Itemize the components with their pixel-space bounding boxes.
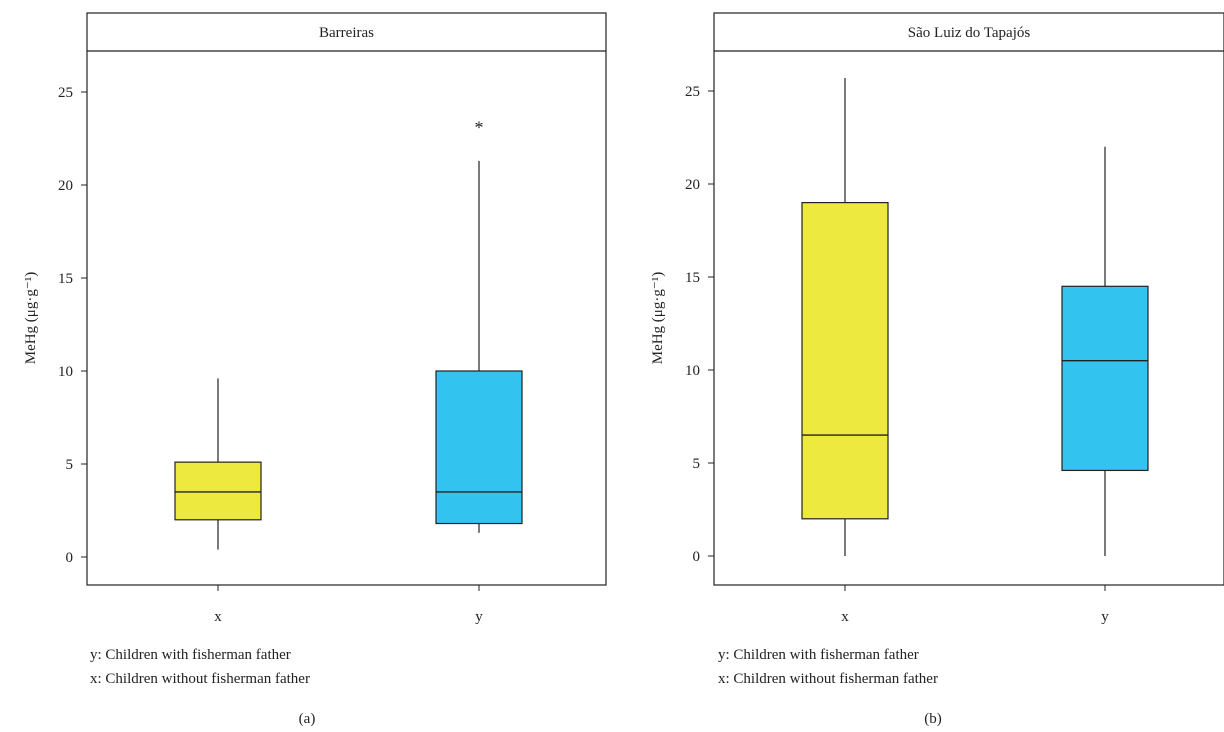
- y-tick-label: 0: [693, 549, 701, 565]
- x-tick-label: y: [475, 609, 483, 625]
- box-y: *: [435, 118, 523, 533]
- legend-line: x: Children without fisherman father: [718, 671, 938, 687]
- iqr-box: [174, 461, 262, 521]
- y-tick-label: 10: [685, 363, 700, 379]
- legend-line: y: Children with fisherman father: [718, 647, 919, 663]
- plot-frame: [713, 12, 1224, 586]
- iqr-box: [435, 370, 523, 525]
- y-axis-label: MeHg (μg·g⁻¹): [650, 272, 666, 365]
- chart-title: Barreiras: [319, 25, 374, 41]
- y-tick-label: 0: [66, 550, 74, 566]
- legend-line: y: Children with fisherman father: [90, 647, 291, 663]
- panel-label: (b): [924, 711, 942, 727]
- y-axis-label-text: MeHg: [23, 322, 39, 364]
- legend-line: x: Children without fisherman father: [90, 671, 310, 687]
- panel-label: (a): [299, 711, 316, 727]
- chart-title: São Luiz do Tapajós: [908, 25, 1031, 41]
- y-tick-label: 15: [685, 270, 700, 286]
- y-tick-label: 20: [58, 178, 73, 194]
- y-tick-label: 20: [685, 177, 700, 193]
- outlier-marker: *: [475, 118, 484, 138]
- y-tick-label: 25: [685, 84, 700, 100]
- y-axis-label-unit: (μg·g⁻¹): [650, 272, 666, 322]
- x-tick-label: x: [841, 609, 849, 625]
- chart-panel-a: Barreiras 0 5 10 15 20 25 MeHg (μg·g⁻¹) x * y y: Ch…: [23, 12, 607, 727]
- chart-svg-b: São Luiz do Tapajós 0 5 10 15 20 25 MeHg (μg·g⁻…: [650, 12, 1224, 727]
- y-tick-label: 15: [58, 271, 73, 287]
- x-tick-label: y: [1101, 609, 1109, 625]
- y-tick-label: 5: [66, 457, 74, 473]
- iqr-box: [801, 202, 889, 520]
- box-y: [1061, 146, 1149, 556]
- chart-panel-b: São Luiz do Tapajós 0 5 10 15 20 25 MeHg (μg·g⁻…: [612, 0, 1224, 732]
- y-tick-label: 5: [693, 456, 701, 472]
- box-x: [801, 77, 889, 556]
- y-axis-label-unit: (μg·g⁻¹): [23, 272, 39, 322]
- y-axis-label-text: MeHg: [650, 322, 666, 364]
- iqr-box: [1061, 285, 1149, 472]
- y-tick-label: 10: [58, 364, 73, 380]
- box-x: [174, 378, 262, 550]
- y-axis-label: MeHg (μg·g⁻¹): [23, 272, 39, 365]
- plot-frame: [86, 12, 607, 586]
- chart-svg-a: Barreiras 0 5 10 15 20 25 MeHg (μg·g⁻¹) x * y y: Ch…: [23, 12, 607, 727]
- x-tick-label: x: [214, 609, 222, 625]
- y-tick-label: 25: [58, 85, 73, 101]
